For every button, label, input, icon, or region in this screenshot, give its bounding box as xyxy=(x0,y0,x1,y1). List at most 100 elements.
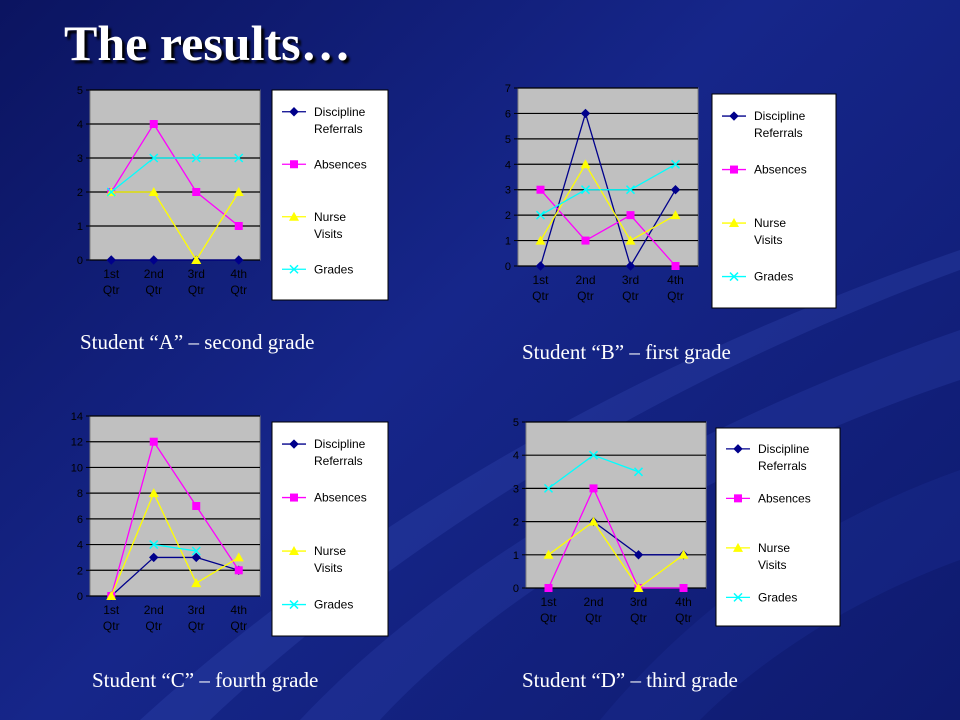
y-tick-label: 8 xyxy=(77,488,83,500)
y-tick-label: 0 xyxy=(77,255,83,267)
series-line-segment xyxy=(540,189,586,242)
legend-marker xyxy=(289,107,299,117)
legend-label: Absences xyxy=(754,163,807,177)
series-grades xyxy=(535,159,681,220)
x-tick-label: 3rd Qtr xyxy=(188,267,205,297)
legend-label: Grades xyxy=(754,270,793,284)
legend-label: Nurse Visits xyxy=(314,210,346,241)
series-nurse-visits xyxy=(106,488,244,600)
data-point xyxy=(233,187,244,196)
caption-student-d: Student “D” – third grade xyxy=(522,668,738,692)
series-line-segment xyxy=(196,556,239,571)
data-point xyxy=(679,584,688,592)
x-tick-label: 1st Qtr xyxy=(540,595,557,625)
legend-marker xyxy=(729,111,739,121)
series-line-segment xyxy=(630,163,676,191)
legend-marker xyxy=(290,493,298,502)
series-line-segment xyxy=(110,441,155,597)
x-tick-label: 1st Qtr xyxy=(103,267,120,297)
y-tick-label: 4 xyxy=(513,450,519,462)
data-point xyxy=(588,516,599,526)
series-line-segment xyxy=(630,214,676,267)
caption-student-c: Student “C” – fourth grade xyxy=(92,668,319,692)
data-point xyxy=(536,185,545,194)
data-point xyxy=(580,108,591,119)
data-point xyxy=(191,578,202,588)
series-line-segment xyxy=(630,214,676,242)
series-line-segment xyxy=(153,191,197,261)
y-tick-label: 7 xyxy=(505,83,511,95)
legend-marker xyxy=(733,592,743,602)
data-point xyxy=(625,185,636,195)
x-tick-label: 4th Qtr xyxy=(667,273,684,303)
series-line-segment xyxy=(110,157,155,193)
y-tick-label: 14 xyxy=(71,411,83,423)
data-point xyxy=(670,159,681,169)
legend-box xyxy=(271,89,389,301)
data-point xyxy=(535,210,546,220)
series-line-segment xyxy=(110,556,155,597)
x-tick-label: 1st Qtr xyxy=(103,603,120,633)
y-tick-label: 5 xyxy=(513,417,519,429)
plot-area xyxy=(517,87,699,267)
y-tick-label: 6 xyxy=(77,514,83,526)
data-point xyxy=(670,185,681,195)
legend-label: Grades xyxy=(314,262,353,276)
series-grades xyxy=(106,153,244,197)
series-line-segment xyxy=(195,556,240,584)
legend-marker xyxy=(289,439,299,449)
series-nurse-visits xyxy=(535,159,681,245)
series-nurse-visits xyxy=(106,187,244,264)
series-line-segment xyxy=(638,554,684,589)
y-tick-label: 1 xyxy=(513,550,519,562)
series-line-segment xyxy=(110,492,155,597)
series-line-segment xyxy=(153,543,197,552)
y-tick-label: 0 xyxy=(77,591,83,603)
data-point xyxy=(543,549,554,559)
data-point xyxy=(625,261,636,271)
y-tick-label: 5 xyxy=(77,85,83,97)
legend-label: Discipline Referrals xyxy=(314,437,366,468)
chart-student-c: 0 2 4 6 8 10 12 14 1st Qtr 2nd Qtr 3rd Qtr 4th Qtr Disci… xyxy=(71,411,389,637)
data-point xyxy=(580,159,591,169)
y-tick-label: 2 xyxy=(77,565,83,577)
data-point xyxy=(234,222,243,230)
legend-label: Nurse Visits xyxy=(314,544,346,575)
y-tick-label: 3 xyxy=(513,483,519,495)
data-point xyxy=(191,552,201,563)
y-tick-label: 2 xyxy=(513,517,519,529)
legend-marker xyxy=(729,272,739,282)
plot-area xyxy=(525,421,707,589)
legend-marker xyxy=(289,600,299,610)
legend-box xyxy=(715,427,841,627)
data-point xyxy=(581,236,590,245)
x-tick-label: 4th Qtr xyxy=(230,603,247,633)
x-tick-label: 4th Qtr xyxy=(675,595,692,625)
data-point xyxy=(106,591,117,600)
series-grades xyxy=(543,450,644,493)
chart-student-a: 0 1 2 3 4 5 1st Qtr 2nd Qtr 3rd Qtr 4th Qtr Discipline… xyxy=(77,85,389,301)
x-tick-label: 2nd Qtr xyxy=(144,267,164,297)
legend-marker xyxy=(289,546,299,556)
x-tick-label: 4th Qtr xyxy=(230,267,247,297)
legend-marker xyxy=(729,218,739,228)
legend-label: Absences xyxy=(758,491,811,505)
legend-marker xyxy=(289,264,299,274)
data-point xyxy=(633,467,644,477)
series-line-segment xyxy=(153,492,197,584)
data-point xyxy=(625,235,636,245)
plot-area xyxy=(89,89,261,261)
legend-marker xyxy=(733,444,743,454)
series-discipline-referrals xyxy=(535,108,681,271)
data-point xyxy=(670,210,681,220)
y-tick-label: 3 xyxy=(77,153,83,165)
series-line-segment xyxy=(548,454,594,489)
data-point xyxy=(543,483,554,493)
series-line-segment xyxy=(195,191,240,227)
x-tick-label: 2nd Qtr xyxy=(144,603,164,633)
data-point xyxy=(589,484,598,493)
x-tick-label: 2nd Qtr xyxy=(583,595,603,625)
series-line-segment xyxy=(195,505,240,571)
series-nurse-visits xyxy=(543,516,689,592)
data-point xyxy=(191,255,202,264)
